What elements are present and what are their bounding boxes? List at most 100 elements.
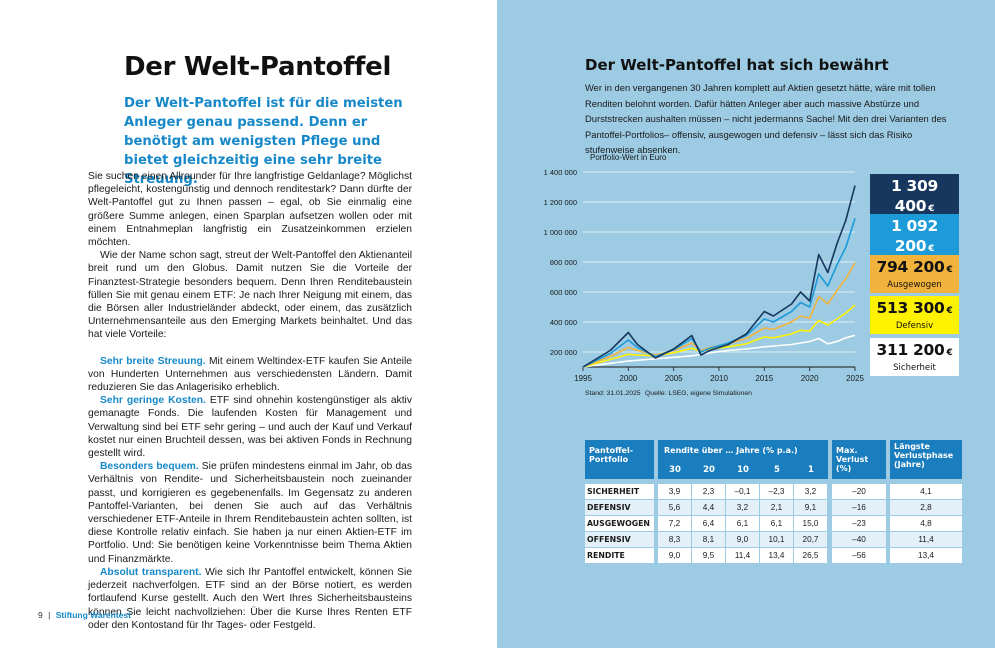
badge-sicherheit: 311 200 € Sicherheit [870,338,959,376]
header-year: 30 [658,460,692,479]
table-row: AUSGEWOGEN 7,2 6,4 6,1 6,1 15,0 –23 4,8 [585,515,962,531]
column-gap [828,461,832,479]
row-max-loss: –56 [832,547,886,563]
badge-unit: € [946,265,953,275]
point-3: Besonders bequem. Sie prüfen mindestens … [88,460,412,566]
row-name: RENDITE [585,547,654,563]
row-max-loss: –16 [832,499,886,515]
x-tick-label: 2010 [710,374,728,383]
point-1: Sehr breite Streuung. Mit einem Weltinde… [88,355,412,395]
page-footer: 9 | Stiftung Warentest [38,610,131,620]
source-note: Quelle: LSEG, eigene Simulationen [645,390,752,397]
footer-brand: Stiftung Warentest [55,610,131,620]
body-text: Sie suchen einen Allrounder für Ihre lan… [88,170,412,632]
header-year: 20 [692,460,726,479]
row-rendite: 9,5 [692,547,726,563]
badge-value: 1 309 400 € [890,177,939,215]
row-name: AUSGEWOGEN [585,515,654,531]
table-header: Pantoffel-Portfolio Rendite über … Jahre … [585,440,962,479]
row-rendite: 15,0 [794,515,828,531]
header-row-1: Pantoffel-Portfolio Rendite über … Jahre … [585,440,962,479]
badge-label: Sicherheit [893,363,936,373]
badge-ausgewogen: 794 200 € Ausgewogen [870,255,959,293]
row-longest-loss: 11,4 [890,531,962,547]
x-tick-label: 2015 [755,374,773,383]
infobox-title: Der Welt-Pantoffel hat sich bewährt [585,56,889,74]
badge-defensiv: 513 300 € Defensiv [870,296,959,334]
x-tick-labels: 1995 2000 2005 2010 2015 2020 2025 [574,374,864,383]
table-row: RENDITE 9,0 9,5 11,4 13,4 26,5 –56 13,4 [585,547,962,563]
header-rendite: Rendite über … Jahre (% p.a.) [658,440,828,461]
table-body: SICHERHEIT 3,9 2,3 –0,1 –2,3 3,2 –20 4,1 DEFENSI… [585,479,962,563]
row-rendite: 9,0 [726,531,760,547]
badge-unit: € [946,306,953,316]
row-rendite: 9,0 [658,547,692,563]
row-rendite: 3,9 [658,483,692,499]
y-tick-label: 800 000 [550,258,577,267]
badge-value: 513 300 € [876,299,953,317]
series-line-1 [582,185,856,368]
header-portfolio: Pantoffel-Portfolio [585,440,654,479]
row-rendite: 11,4 [726,547,760,563]
point-2: Sehr geringe Kosten. ETF sind ohnehin ko… [88,394,412,460]
returns-table: Pantoffel-Portfolio Rendite über … Jahre … [585,440,962,563]
row-rendite: –2,3 [760,483,794,499]
badge-unit: € [928,244,935,254]
y-tick-label: 200 000 [550,348,577,357]
row-longest-loss: 4,8 [890,515,962,531]
row-rendite: 26,5 [794,547,828,563]
point-4: Absolut transparent. Wie sich Ihr Pantof… [88,566,412,632]
badge-unit: € [928,204,935,214]
chart-lines [582,185,856,368]
badge-value: 311 200 € [876,341,953,359]
point-3-head: Besonders bequem. [100,461,199,473]
x-tick-label: 2025 [846,374,864,383]
x-tick-label: 1995 [574,374,592,383]
row-rendite: –0,1 [726,483,760,499]
row-rendite: 5,6 [658,499,692,515]
page-number: 9 [38,610,43,620]
point-1-head: Sehr breite Streuung. [100,355,206,367]
page-title: Der Welt-Pantoffel [124,52,392,82]
series-line-5 [582,334,856,368]
row-rendite: 7,2 [658,515,692,531]
paragraph-2: Wie der Name schon sagt, streut der Welt… [88,250,412,341]
portfolio-chart: Portfolio-Wert in Euro 200 000 400 000 600… [544,153,865,397]
row-rendite: 8,1 [692,531,726,547]
header-max-loss: Max. Verlust (%) [832,440,886,479]
y-tick-label: 1 400 000 [544,168,577,177]
table-row: SICHERHEIT 3,9 2,3 –0,1 –2,3 3,2 –20 4,1 [585,483,962,499]
left-page: Der Welt-Pantoffel Der Welt-Pantoffel is… [0,0,497,648]
row-max-loss: –40 [832,531,886,547]
source-date: Stand: 31.01.2025 [585,390,641,397]
header-longest-loss: Längste Verlustphase (Jahre) [890,440,962,479]
row-max-loss: –23 [832,515,886,531]
column-gap [886,461,890,479]
point-2-head: Sehr geringe Kosten. [100,395,206,407]
header-row-2: 30 20 10 5 1 [585,460,962,479]
chart-grid [582,171,856,371]
series-line-4 [582,304,856,368]
row-rendite: 9,1 [794,499,828,515]
row-rendite: 4,4 [692,499,726,515]
row-rendite: 2,1 [760,499,794,515]
row-rendite: 3,2 [726,499,760,515]
row-longest-loss: 4,1 [890,483,962,499]
row-rendite: 13,4 [760,547,794,563]
row-rendite: 3,2 [794,483,828,499]
row-rendite: 8,3 [658,531,692,547]
table-row: OFFENSIV 8,3 8,1 9,0 10,1 20,7 –40 11,4 [585,531,962,547]
header-year: 10 [726,460,760,479]
row-rendite: 10,1 [760,531,794,547]
right-page: Der Welt-Pantoffel hat sich bewährt Wer … [497,0,995,648]
y-tick-labels: 200 000 400 000 600 000 800 000 1 000 000 1 2… [544,168,577,357]
series-line-3 [582,262,856,368]
y-tick-label: 1 000 000 [544,228,577,237]
row-rendite: 2,3 [692,483,726,499]
badge-unit: € [946,348,953,358]
point-1-text: Mit einem Weltindex-ETF kaufen Sie Antei… [88,355,412,394]
point-4-head: Absolut transparent. [100,566,202,578]
badge-value: 794 200 € [876,258,953,276]
infobox-intro: Wer in den vergangenen 30 Jahren komplet… [585,82,947,156]
row-name: SICHERHEIT [585,483,654,499]
